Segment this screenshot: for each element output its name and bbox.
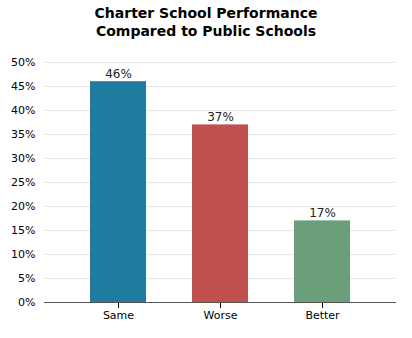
svg-text:Worse: Worse	[204, 309, 238, 322]
svg-text:25%: 25%	[11, 176, 35, 189]
svg-text:50%: 50%	[11, 56, 35, 69]
svg-text:Better: Better	[305, 309, 340, 322]
svg-text:30%: 30%	[11, 152, 35, 165]
svg-text:35%: 35%	[11, 128, 35, 141]
svg-text:10%: 10%	[11, 248, 35, 261]
svg-text:17%: 17%	[309, 206, 336, 220]
svg-text:0%: 0%	[18, 296, 35, 309]
svg-text:20%: 20%	[11, 200, 35, 213]
svg-text:15%: 15%	[11, 224, 35, 237]
svg-text:46%: 46%	[105, 67, 132, 81]
html-text:Charter School Performance Com: Charter School Performance Compared to P…	[94, 5, 318, 39]
svg-text:45%: 45%	[11, 80, 35, 93]
svg-text:40%: 40%	[11, 104, 35, 117]
svg-text:Same: Same	[103, 309, 134, 322]
svg-text:37%: 37%	[207, 110, 234, 124]
svg-text:5%: 5%	[18, 272, 35, 285]
